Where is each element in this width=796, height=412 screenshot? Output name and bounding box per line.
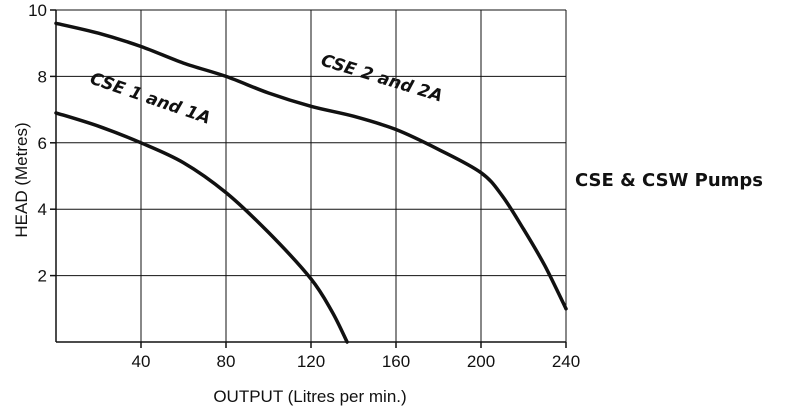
y-tick-label: 2 <box>38 267 47 286</box>
x-tick-label: 240 <box>552 352 580 371</box>
performance-curves <box>54 21 568 344</box>
y-tick-label: 10 <box>28 1 47 20</box>
x-tick-label: 40 <box>132 352 151 371</box>
y-tick-label: 8 <box>38 67 47 86</box>
y-tick-label: 6 <box>38 134 47 153</box>
x-tick-label: 80 <box>217 352 236 371</box>
chart-title: CSE & CSW Pumps <box>575 170 763 191</box>
x-tick-label: 120 <box>297 352 325 371</box>
y-axis-title: HEAD (Metres) <box>12 122 31 237</box>
tick-labels: 40 80 120 160 200 240 2 4 6 8 10 <box>28 1 580 371</box>
series-line-1 <box>54 111 349 344</box>
x-axis-title: OUTPUT (Litres per min.) <box>213 387 406 406</box>
x-tick-label: 160 <box>382 352 410 371</box>
y-tick-label: 4 <box>38 200 47 219</box>
series-line-2 <box>54 21 568 311</box>
series-label-cse-1: CSE 1 and 1A <box>87 69 213 129</box>
grid-lines <box>56 9 567 342</box>
series-label-cse-2: CSE 2 and 2A <box>319 51 445 107</box>
x-tick-label: 200 <box>467 352 495 371</box>
axes <box>50 9 567 348</box>
